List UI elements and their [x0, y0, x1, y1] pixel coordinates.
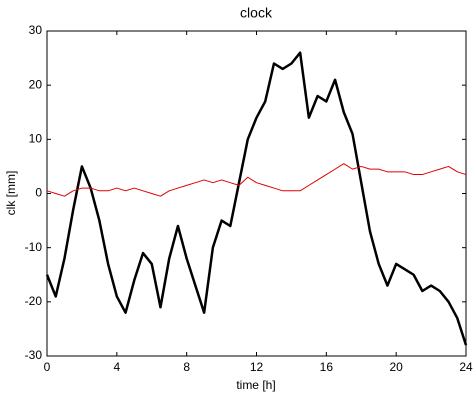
y-tick-label: 10 — [29, 132, 43, 146]
data-line — [45, 51, 468, 346]
axes-box — [46, 30, 467, 357]
x-tick-label: 4 — [113, 360, 120, 374]
x-tick-label: 12 — [250, 360, 264, 374]
y-tick-label: -10 — [25, 240, 43, 254]
chart-title: clock — [240, 5, 273, 21]
x-tick-label: 0 — [44, 360, 51, 374]
x-tick-label: 20 — [389, 360, 403, 374]
y-tick-label: 20 — [29, 77, 43, 91]
y-tick-label: -20 — [25, 294, 43, 308]
y-tick-label: 30 — [29, 23, 43, 37]
y-tick-label: -30 — [25, 348, 43, 362]
x-tick-label: 8 — [183, 360, 190, 374]
x-tick-label: 24 — [459, 360, 473, 374]
y-tick-label: 0 — [35, 186, 42, 200]
x-tick-label: 16 — [320, 360, 334, 374]
x-axis-label: time [h] — [236, 378, 275, 392]
data-line — [46, 163, 467, 197]
y-axis-label: clk [mm] — [4, 171, 18, 216]
